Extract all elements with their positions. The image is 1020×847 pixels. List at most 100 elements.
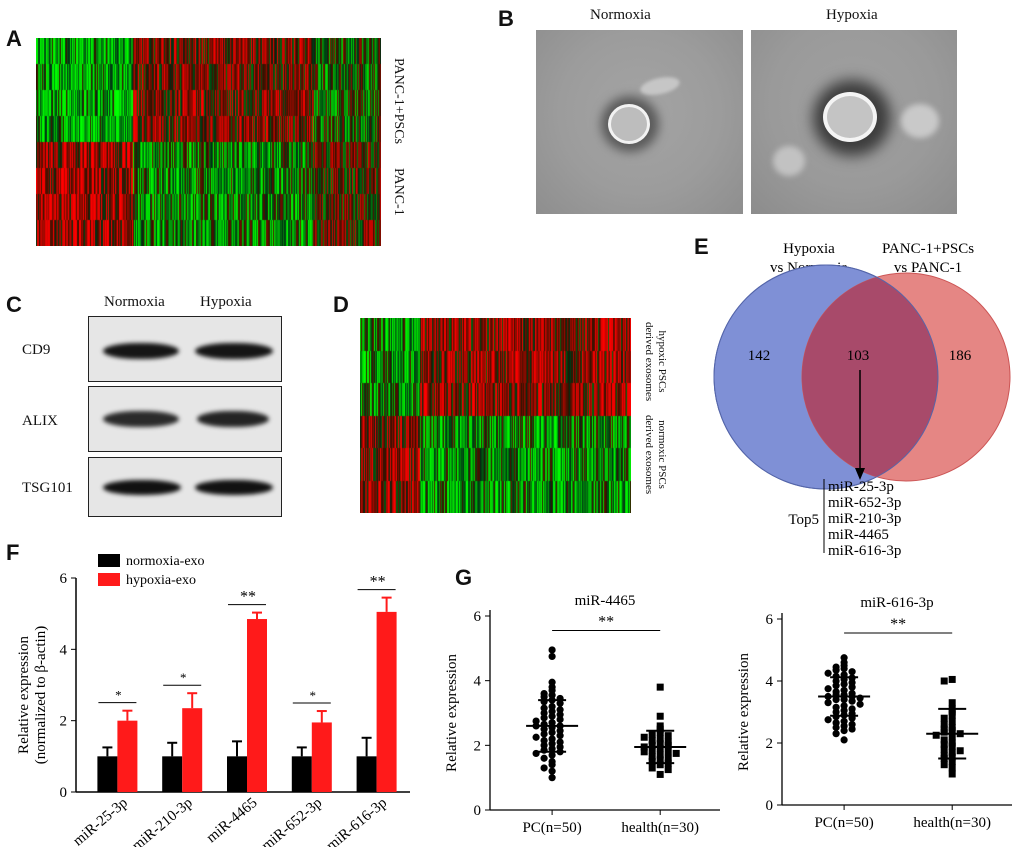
bar <box>311 722 332 792</box>
data-point <box>664 766 672 774</box>
data-point <box>840 736 848 744</box>
x-tick-label: miR-210-3p <box>129 795 195 847</box>
data-point <box>948 675 956 683</box>
data-point <box>664 732 672 740</box>
bar <box>356 756 377 792</box>
data-point <box>948 770 956 778</box>
data-point <box>540 754 548 762</box>
data-point <box>648 764 656 772</box>
heatmap-d-bottom-line2: derived exosomes <box>643 415 655 495</box>
y-tick-label: 4 <box>474 674 482 690</box>
data-point <box>832 682 840 690</box>
heatmap-d-row-label-bottom: normoxic PSCs derived exosomes <box>642 415 668 494</box>
y-tick-label: 6 <box>766 612 774 628</box>
x-tick-label: miR-616-3p <box>324 795 390 847</box>
x-tick-label: health(n=30) <box>621 820 699 836</box>
panel-label-f: F <box>6 540 20 565</box>
x-tick-label: miR-25-3p <box>70 795 131 847</box>
data-point <box>548 751 556 759</box>
data-point <box>540 714 548 722</box>
bar <box>227 756 247 792</box>
y-tick-label: 6 <box>474 609 482 625</box>
x-tick-label: PC(n=50) <box>814 815 873 831</box>
data-point <box>648 741 656 749</box>
significance-mark: * <box>180 670 187 685</box>
data-point <box>648 736 656 744</box>
legend-swatch <box>98 573 120 586</box>
y-tick-label: 2 <box>60 714 68 730</box>
data-point <box>548 774 556 782</box>
heatmap-a <box>36 38 381 246</box>
data-point <box>656 712 664 720</box>
data-point <box>848 697 856 705</box>
heatmap-d-top-line2: derived exosomes <box>643 322 655 402</box>
venn-count-only2: 186 <box>949 348 972 364</box>
panel-label-d: D <box>333 292 349 317</box>
data-point <box>848 725 856 733</box>
data-point <box>664 748 672 756</box>
data-point <box>948 764 956 772</box>
heatmap-d-row-label-top: hypoxic PSCs derived exosomes <box>642 322 668 401</box>
y-tick-label: 4 <box>766 674 774 690</box>
em-image-normoxia <box>536 30 743 214</box>
data-point <box>672 749 680 757</box>
venn-count-only1: 142 <box>748 348 771 364</box>
blot-tsg101 <box>88 457 282 517</box>
venn-diagram: Hypoxia vs Normoxia PANC-1+PSCs vs PANC-… <box>713 241 1011 559</box>
scatter-chart-g-left: miR-4465 0 2 4 6 Relative expression PC(n=50) h… <box>444 593 720 836</box>
data-point <box>532 733 540 741</box>
significance-mark: ** <box>370 574 386 591</box>
data-point <box>940 736 948 744</box>
data-point <box>832 666 840 674</box>
bar <box>162 756 183 792</box>
chart-title: miR-4465 <box>575 593 636 609</box>
venn-top5-label: Top5 <box>788 512 819 528</box>
data-point <box>824 669 832 677</box>
data-point <box>940 761 948 769</box>
heatmap-a-row-label-top: PANC-1+PSCs <box>391 58 406 144</box>
data-point <box>824 716 832 724</box>
data-point <box>656 683 664 691</box>
panel-label-a: A <box>6 26 22 51</box>
data-point <box>556 699 564 707</box>
blot-label-normoxia: Normoxia <box>104 294 165 310</box>
data-point <box>556 732 564 740</box>
venn-count-both: 103 <box>847 348 870 364</box>
data-point <box>840 727 848 735</box>
data-point <box>832 730 840 738</box>
y-axis-label: (normalized to β-actin) <box>33 626 49 764</box>
data-point <box>940 728 948 736</box>
data-point <box>848 683 856 691</box>
data-point <box>548 652 556 661</box>
y-tick-label: 0 <box>60 785 68 801</box>
venn-set1-line1: Hypoxia <box>783 241 835 257</box>
bar <box>376 611 397 792</box>
data-point <box>548 761 556 769</box>
data-point <box>832 696 840 704</box>
data-point <box>532 749 540 758</box>
venn-set2-line2: vs PANC-1 <box>894 260 962 276</box>
data-point <box>648 758 656 765</box>
y-tick-label: 0 <box>766 798 774 814</box>
panel-label-g: G <box>455 565 473 590</box>
significance-mark: ** <box>598 614 614 631</box>
significance-mark: * <box>310 688 317 703</box>
bar <box>182 708 203 792</box>
em-image-hypoxia <box>751 30 957 214</box>
data-point <box>656 770 664 778</box>
y-axis-label: Relative expression <box>736 653 752 771</box>
bar-chart-f: 0 2 4 6 Relative expression (normalized to β-… <box>16 554 410 847</box>
y-tick-label: 6 <box>60 571 68 587</box>
legend-label: normoxia-exo <box>126 554 205 569</box>
y-tick-label: 4 <box>60 642 68 658</box>
legend-swatch <box>98 554 120 567</box>
panel-label-c: C <box>6 292 22 317</box>
data-point <box>540 730 548 738</box>
venn-top-item: miR-210-3p <box>828 511 901 527</box>
data-point <box>648 730 656 738</box>
heatmap-d <box>360 318 631 513</box>
venn-top-item: miR-652-3p <box>828 495 901 511</box>
data-point <box>940 745 948 753</box>
legend-label: hypoxia-exo <box>126 573 196 588</box>
